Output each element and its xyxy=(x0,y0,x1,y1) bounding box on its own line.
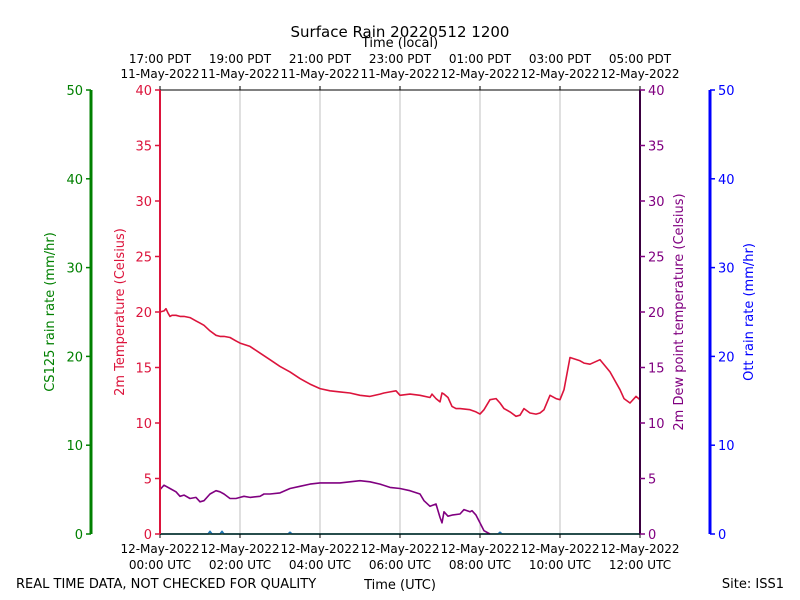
dew-point-axis: 0 5 10 15 20 25 30 35 40 xyxy=(640,84,665,543)
dew-tick-label: 5 xyxy=(648,473,656,488)
dew-tick-label: 30 xyxy=(648,195,665,210)
x-tick-date: 12-May-2022 xyxy=(200,542,279,556)
top-tick-time: 23:00 PDT xyxy=(369,52,432,66)
cs125-tick-label: 50 xyxy=(66,84,83,99)
x-tick-time: 02:00 UTC xyxy=(209,558,271,572)
dew-tick-label: 40 xyxy=(648,84,665,99)
temp-tick-label: 40 xyxy=(135,84,152,99)
x-tick-date: 12-May-2022 xyxy=(280,542,359,556)
temp-tick-label: 20 xyxy=(135,306,152,321)
top-tick-date: 12-May-2022 xyxy=(600,67,679,81)
top-tick-time: 01:00 PDT xyxy=(449,52,512,66)
ott-tick-label: 40 xyxy=(718,173,735,188)
cs125-axis: 0 10 20 30 40 50 xyxy=(66,84,93,543)
top-tick-date: 11-May-2022 xyxy=(280,67,359,81)
temp-tick-label: 15 xyxy=(135,362,152,377)
cs125-tick-label: 30 xyxy=(66,262,83,277)
x-axis-label: Time (UTC) xyxy=(363,578,436,593)
temp-tick-label: 35 xyxy=(135,140,152,155)
top-tick-date: 11-May-2022 xyxy=(200,67,279,81)
top-tick-date: 11-May-2022 xyxy=(120,67,199,81)
top-tick-time: 05:00 PDT xyxy=(609,52,672,66)
temp-tick-label: 10 xyxy=(135,417,152,432)
temp-tick-label: 25 xyxy=(135,251,152,266)
dew-tick-label: 35 xyxy=(648,140,665,155)
x-tick-time: 10:00 UTC xyxy=(529,558,591,572)
ott-tick-label: 50 xyxy=(718,84,735,99)
x-tick-time: 06:00 UTC xyxy=(369,558,431,572)
top-tick-time: 19:00 PDT xyxy=(209,52,272,66)
dew-tick-label: 10 xyxy=(648,417,665,432)
dew-tick-label: 25 xyxy=(648,251,665,266)
cs125-tick-label: 40 xyxy=(66,173,83,188)
temp-tick-label: 0 xyxy=(144,528,152,543)
top-tick-time: 21:00 PDT xyxy=(289,52,352,66)
dew-tick-label: 20 xyxy=(648,306,665,321)
x-tick-time: 12:00 UTC xyxy=(609,558,671,572)
cs125-tick-label: 10 xyxy=(66,439,83,454)
x-tick-time: 08:00 UTC xyxy=(449,558,511,572)
x-tick-date: 12-May-2022 xyxy=(360,542,439,556)
x-tick-date: 12-May-2022 xyxy=(520,542,599,556)
chart-title: Surface Rain 20220512 1200 xyxy=(291,23,510,41)
top-tick-date: 12-May-2022 xyxy=(520,67,599,81)
ott-tick-label: 20 xyxy=(718,350,735,365)
top-tick-time: 03:00 PDT xyxy=(529,52,592,66)
2m-dew-point-temperature-line xyxy=(159,479,491,535)
x-tick-time: 00:00 UTC xyxy=(129,558,191,572)
bottom-time-axis: 12-May-2022 00:00 UTC 12-May-2022 02:00 UTC… xyxy=(120,534,680,572)
top-tick-date: 11-May-2022 xyxy=(360,67,439,81)
dew-tick-label: 15 xyxy=(648,362,665,377)
x-tick-date: 12-May-2022 xyxy=(120,542,199,556)
x-tick-time: 04:00 UTC xyxy=(289,558,351,572)
temp-tick-label: 30 xyxy=(135,195,152,210)
ott-tick-label: 0 xyxy=(718,528,726,543)
cs125-tick-label: 20 xyxy=(66,350,83,365)
ott-axis-label: Ott rain rate (mm/hr) xyxy=(742,243,757,381)
temperature-axis-label: 2m Temperature (Celsius) xyxy=(113,228,128,396)
cs125-tick-label: 0 xyxy=(75,528,83,543)
top-tick-date: 12-May-2022 xyxy=(440,67,519,81)
temp-tick-label: 5 xyxy=(144,473,152,488)
x-tick-date: 12-May-2022 xyxy=(440,542,519,556)
cs125-axis-label: CS125 rain rate (mm/hr) xyxy=(43,232,58,392)
ott-tick-label: 10 xyxy=(718,439,735,454)
x-tick-date: 12-May-2022 xyxy=(600,542,679,556)
2m-temperature-line xyxy=(159,307,641,418)
grid-lines xyxy=(239,90,561,534)
ott-tick-label: 30 xyxy=(718,262,735,277)
temperature-axis: 0 5 10 15 20 25 30 35 40 xyxy=(135,84,160,543)
quality-disclaimer: REAL TIME DATA, NOT CHECKED FOR QUALITY xyxy=(16,577,316,592)
dew-point-axis-label: 2m Dew point temperature (Celsius) xyxy=(672,193,687,430)
ott-axis: 0 10 20 30 40 50 xyxy=(708,84,735,543)
dew-tick-label: 0 xyxy=(648,528,656,543)
top-axis-label: Time (local) xyxy=(361,36,438,51)
site-label: Site: ISS1 xyxy=(722,577,784,592)
top-tick-time: 17:00 PDT xyxy=(129,52,192,66)
